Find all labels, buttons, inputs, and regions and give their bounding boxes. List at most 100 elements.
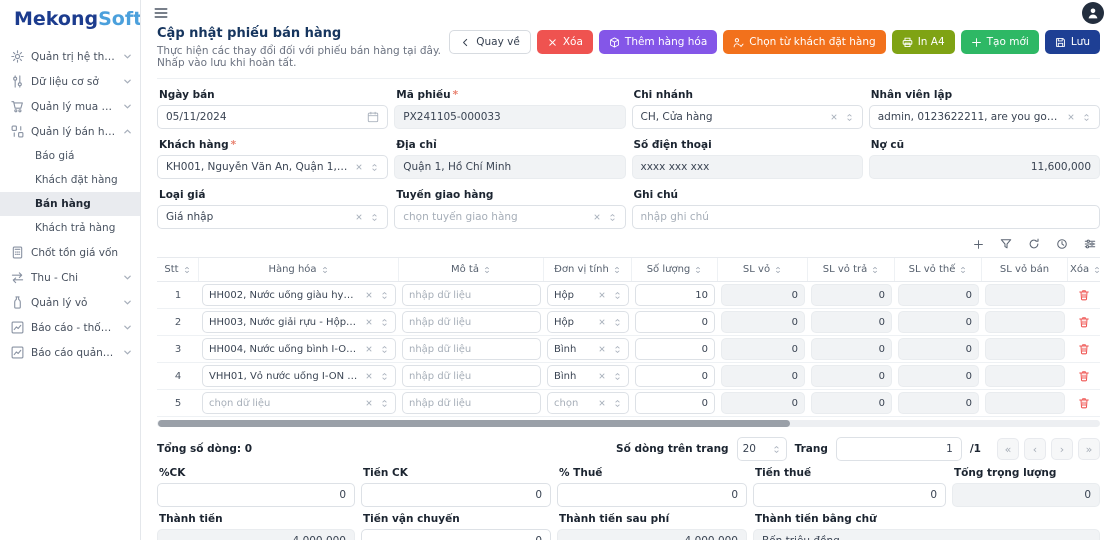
pct-ck-input[interactable]: 0: [157, 483, 355, 507]
header-button[interactable]: Thêm hàng hóa: [598, 30, 718, 54]
delete-row-button[interactable]: [1068, 343, 1100, 355]
updown-icon[interactable]: [370, 162, 379, 173]
updown-icon[interactable]: [380, 398, 389, 409]
updown-icon[interactable]: [613, 317, 622, 328]
description-input[interactable]: nhập dữ liệu: [402, 392, 541, 414]
loai-gia-select[interactable]: Giá nhập: [157, 205, 389, 229]
sort-icon[interactable]: [871, 265, 879, 275]
plus-icon[interactable]: [973, 239, 984, 250]
sort-icon[interactable]: [321, 265, 329, 275]
sort-icon[interactable]: [183, 265, 191, 275]
updown-icon[interactable]: [613, 344, 622, 355]
sidebar-item[interactable]: Quản lý mua hàng: [0, 94, 140, 119]
product-select[interactable]: HH002, Nước uống giàu hydrogen - Hộp...: [202, 284, 396, 306]
updown-icon[interactable]: [1082, 112, 1091, 123]
horizontal-scrollbar[interactable]: [157, 420, 1100, 427]
clear-icon[interactable]: [364, 398, 374, 408]
scrollbar-thumb[interactable]: [158, 420, 790, 427]
page-nav-button[interactable]: «: [997, 438, 1019, 460]
page-nav-button[interactable]: ‹: [1024, 438, 1046, 460]
product-select[interactable]: HH004, Nước uống bình I-ON kiềm cao...: [202, 338, 396, 360]
delete-row-button[interactable]: [1068, 289, 1100, 301]
sidebar-item[interactable]: Quản trị hệ thống: [0, 44, 140, 69]
filter-icon[interactable]: [1000, 238, 1012, 250]
column-header[interactable]: Xóa: [1068, 258, 1103, 281]
column-header[interactable]: Hàng hóa: [199, 258, 399, 281]
sort-icon[interactable]: [483, 265, 491, 275]
unit-select[interactable]: Bình: [547, 365, 629, 387]
pct-thue-input[interactable]: 0: [557, 483, 747, 507]
quantity-input[interactable]: 0: [635, 338, 715, 360]
updown-icon[interactable]: [845, 112, 854, 123]
tuyen-giao-hang-select[interactable]: chọn tuyến giao hàng: [394, 205, 626, 229]
unit-select[interactable]: Hộp: [547, 311, 629, 333]
description-input[interactable]: nhập dữ liệu: [402, 365, 541, 387]
sidebar-item[interactable]: Dữ liệu cơ sở: [0, 69, 140, 94]
clear-icon[interactable]: [364, 290, 374, 300]
description-input[interactable]: nhập dữ liệu: [402, 284, 541, 306]
updown-icon[interactable]: [380, 290, 389, 301]
clear-icon[interactable]: [597, 344, 607, 354]
sidebar-subitem[interactable]: Bán hàng: [0, 192, 140, 216]
menu-icon[interactable]: [153, 5, 169, 21]
header-button[interactable]: In A4: [891, 30, 955, 54]
clear-icon[interactable]: [597, 371, 607, 381]
updown-icon[interactable]: [380, 344, 389, 355]
unit-select[interactable]: chọn: [547, 392, 629, 414]
column-header[interactable]: Stt: [157, 258, 199, 281]
page-nav-button[interactable]: »: [1078, 438, 1100, 460]
clear-icon[interactable]: [597, 317, 607, 327]
column-header[interactable]: Đơn vị tính: [544, 258, 632, 281]
quantity-input[interactable]: 0: [635, 365, 715, 387]
clear-icon[interactable]: [592, 212, 602, 222]
delete-row-button[interactable]: [1068, 316, 1100, 328]
tien-ck-input[interactable]: 0: [361, 483, 551, 507]
sort-icon[interactable]: [694, 265, 702, 275]
description-input[interactable]: nhập dữ liệu: [402, 311, 541, 333]
page-number-input[interactable]: 1: [835, 437, 962, 461]
updown-icon[interactable]: [370, 212, 379, 223]
clear-icon[interactable]: [1066, 112, 1076, 122]
delete-row-button[interactable]: [1068, 370, 1100, 382]
updown-icon[interactable]: [772, 444, 781, 455]
updown-icon[interactable]: [380, 371, 389, 382]
sidebar-item[interactable]: Báo cáo quản trị: [0, 340, 140, 365]
sort-icon[interactable]: [959, 265, 967, 275]
ghi-chu-input[interactable]: nhập ghi chú: [631, 205, 1100, 229]
sidebar-item[interactable]: Quản lý bán hàng: [0, 119, 140, 144]
clear-icon[interactable]: [597, 290, 607, 300]
header-button[interactable]: Quay về: [449, 30, 531, 54]
column-header[interactable]: Mô tả: [399, 258, 544, 281]
clear-icon[interactable]: [364, 371, 374, 381]
clear-icon[interactable]: [354, 162, 364, 172]
product-select[interactable]: HH003, Nước giải rựu - Hộp 10 chai: [202, 311, 396, 333]
header-button[interactable]: Chọn từ khách đặt hàng: [723, 30, 886, 54]
page-size-stepper[interactable]: 20: [736, 437, 787, 461]
sidebar-item[interactable]: Báo cáo - thống kê: [0, 315, 140, 340]
refresh-icon[interactable]: [1028, 238, 1040, 250]
chi-nhanh-select[interactable]: CH, Cửa hàng: [631, 105, 863, 129]
sort-icon[interactable]: [774, 265, 782, 275]
clear-icon[interactable]: [354, 212, 364, 222]
sliders-icon[interactable]: [1084, 238, 1096, 250]
updown-icon[interactable]: [613, 371, 622, 382]
column-header[interactable]: SL vỏ thế: [895, 258, 982, 281]
date-input[interactable]: 05/11/2024: [157, 105, 389, 129]
sidebar-subitem[interactable]: Khách đặt hàng: [35, 174, 118, 186]
sort-icon[interactable]: [1093, 265, 1101, 275]
quantity-input[interactable]: 10: [635, 284, 715, 306]
sidebar-item[interactable]: Quản lý vỏ: [0, 290, 140, 315]
product-select[interactable]: VHH01, Vỏ nước uống I-ON kiềm cao cấ...: [202, 365, 396, 387]
column-header[interactable]: SL vỏ trả: [808, 258, 895, 281]
quantity-input[interactable]: 0: [635, 392, 715, 414]
clear-icon[interactable]: [364, 317, 374, 327]
nhan-vien-lap-select[interactable]: admin, 0123622211, are you good?: [868, 105, 1100, 129]
clear-icon[interactable]: [364, 344, 374, 354]
unit-select[interactable]: Hộp: [547, 284, 629, 306]
sidebar-item[interactable]: Chốt tồn giá vốn: [0, 240, 140, 265]
sidebar-subitem[interactable]: Khách trả hàng: [35, 222, 116, 234]
calendar-icon[interactable]: [367, 111, 379, 123]
updown-icon[interactable]: [613, 290, 622, 301]
sidebar-subitem[interactable]: Báo giá: [35, 150, 75, 162]
quantity-input[interactable]: 0: [635, 311, 715, 333]
